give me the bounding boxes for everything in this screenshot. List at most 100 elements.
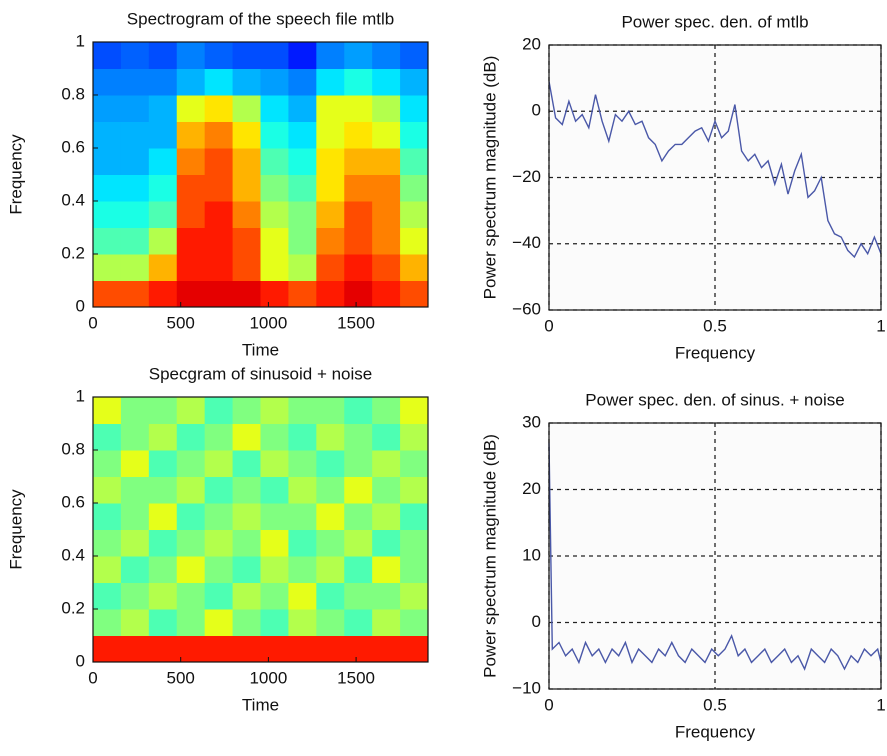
heatmap-cell xyxy=(204,227,234,255)
y-tick-label: 0.2 xyxy=(61,243,85,262)
heatmap-cell xyxy=(204,42,234,69)
y-tick-label: −20 xyxy=(512,167,541,186)
heatmap-cell xyxy=(372,476,401,504)
psd-line xyxy=(548,442,882,671)
heatmap-cell xyxy=(344,201,373,228)
heatmap-cell xyxy=(120,201,150,228)
x-tick-label: 1500 xyxy=(337,668,375,687)
heatmap-cell xyxy=(372,121,401,149)
chart-title: Power spec. den. of mtlb xyxy=(621,12,808,31)
heatmap-cell xyxy=(344,556,373,583)
heatmap-cell xyxy=(204,450,234,477)
heatmap-cell xyxy=(260,423,289,451)
heatmap-cell xyxy=(372,95,401,122)
heatmap-cell xyxy=(93,609,122,636)
heatmap-cell xyxy=(316,529,345,557)
heatmap-cell xyxy=(260,227,289,255)
heatmap-cell xyxy=(204,423,234,451)
heatmap-cell xyxy=(232,423,261,451)
heatmap-cell xyxy=(176,503,206,530)
heatmap-cell xyxy=(120,450,150,477)
heatmap-cell xyxy=(93,635,122,663)
heatmap-cell xyxy=(344,280,373,308)
heatmap-cell xyxy=(344,227,373,255)
heatmap-cell xyxy=(400,254,429,281)
heatmap-cell xyxy=(176,397,206,424)
heatmap-cell xyxy=(260,609,289,636)
heatmap-cell xyxy=(93,121,122,149)
y-tick-label: 0 xyxy=(76,651,85,670)
heatmap-cell xyxy=(93,450,122,477)
heatmap-cell xyxy=(260,280,289,308)
heatmap-cell xyxy=(344,254,373,281)
heatmap-cell xyxy=(120,609,150,636)
axes-frame xyxy=(92,41,429,308)
heatmap-cell xyxy=(400,201,429,228)
x-tick-label: 0 xyxy=(88,313,97,332)
heatmap-cell xyxy=(93,68,122,96)
heatmap-cell xyxy=(93,42,122,69)
x-tick-label: 0 xyxy=(544,316,553,335)
heatmap-cell xyxy=(232,556,261,583)
heatmap-cell xyxy=(176,635,206,663)
heatmap-cell xyxy=(204,254,234,281)
heatmap-cell xyxy=(176,450,206,477)
heatmap-cell xyxy=(204,529,234,557)
heatmap-cell xyxy=(176,174,206,202)
heatmap-cell xyxy=(148,254,178,281)
heatmap-cell xyxy=(204,609,234,636)
heatmap-cell xyxy=(120,121,150,149)
heatmap-cell xyxy=(120,423,150,451)
heatmap-cell xyxy=(148,582,178,610)
heatmap-cell xyxy=(400,582,429,610)
heatmap-cell xyxy=(204,635,234,663)
heatmap-cell xyxy=(93,201,122,228)
heatmap-cell xyxy=(288,42,317,69)
heatmap-cell xyxy=(316,201,345,228)
y-tick-label: 0.4 xyxy=(61,190,85,209)
heatmap-cell xyxy=(400,423,429,451)
heatmap-cell xyxy=(316,476,345,504)
heatmap-cell xyxy=(176,148,206,175)
y-tick-label: 0 xyxy=(532,612,541,631)
y-tick-label: 10 xyxy=(522,545,541,564)
heatmap-cell xyxy=(176,582,206,610)
heatmap-cell xyxy=(148,227,178,255)
heatmap-cell xyxy=(260,95,289,122)
heatmap-cell xyxy=(400,397,429,424)
y-tick-label: 0 xyxy=(76,296,85,315)
x-tick-label: 1000 xyxy=(249,668,287,687)
heatmap-cell xyxy=(148,68,178,96)
heatmap-cell xyxy=(288,397,317,424)
heatmap-cell xyxy=(400,148,429,175)
heatmap-cell xyxy=(232,95,261,122)
y-tick-label: 30 xyxy=(522,412,541,431)
heatmap-cell xyxy=(148,635,178,663)
heatmap-cell xyxy=(400,476,429,504)
chart-title: Spectrogram of the speech file mtlb xyxy=(127,9,394,28)
heatmap-cell xyxy=(232,635,261,663)
heatmap-cell xyxy=(316,582,345,610)
y-tick-label: 0.6 xyxy=(61,137,85,156)
heatmap-cell xyxy=(400,42,429,69)
heatmap-cell xyxy=(288,68,317,96)
x-tick-label: 0 xyxy=(88,668,97,687)
heatmap-cell xyxy=(232,397,261,424)
heatmap-cell xyxy=(372,280,401,308)
heatmap-cell xyxy=(260,174,289,202)
heatmap-cell xyxy=(316,556,345,583)
heatmap-cell xyxy=(148,476,178,504)
heatmap-cell xyxy=(120,42,150,69)
heatmap-cell xyxy=(288,582,317,610)
heatmap-cell xyxy=(288,174,317,202)
heatmap-cell xyxy=(344,397,373,424)
heatmap-cell xyxy=(372,68,401,96)
heatmap-cell xyxy=(204,280,234,308)
heatmap-cell xyxy=(288,476,317,504)
heatmap-cell xyxy=(400,95,429,122)
heatmap-cell xyxy=(120,556,150,583)
heatmap-cell xyxy=(176,42,206,69)
heatmap-cell xyxy=(120,529,150,557)
heatmap-cell xyxy=(232,582,261,610)
heatmap-cell xyxy=(176,423,206,451)
